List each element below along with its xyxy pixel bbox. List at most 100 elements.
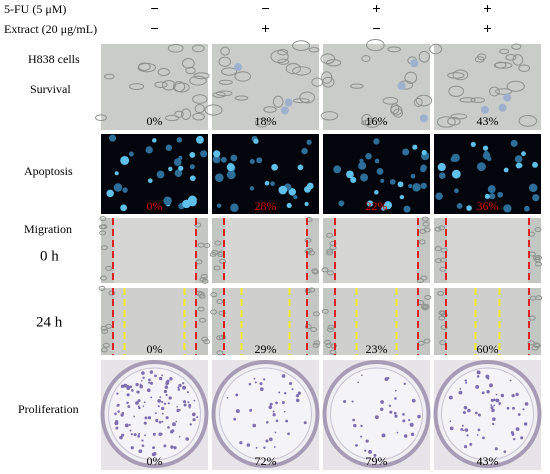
colony: [477, 413, 481, 417]
colony: [393, 411, 397, 415]
nucleus: [270, 181, 275, 187]
colony: [135, 382, 139, 387]
cell: [438, 315, 446, 321]
cell: [310, 327, 318, 333]
stained-cell: [280, 106, 289, 115]
cell: [185, 66, 196, 75]
nucleus: [489, 193, 496, 200]
colony: [506, 406, 510, 410]
cell: [104, 73, 115, 80]
nucleus: [189, 151, 196, 158]
colony: [235, 393, 239, 397]
nucleus: [484, 193, 490, 200]
colony: [154, 412, 157, 415]
cell: [95, 114, 107, 122]
cell: [277, 58, 290, 65]
nucleus: [152, 138, 157, 143]
colony: [142, 405, 145, 408]
cell: [533, 343, 541, 349]
nucleus: [220, 156, 227, 163]
cell: [313, 340, 321, 346]
sign: −: [372, 21, 381, 37]
cell: [204, 104, 223, 116]
colony: [487, 377, 490, 380]
colony: [133, 415, 136, 418]
colony: [252, 423, 257, 428]
nucleus: [147, 178, 153, 184]
colony: [124, 423, 129, 428]
wound-area: [225, 218, 306, 283]
colony: [469, 442, 473, 446]
cell: [439, 266, 447, 272]
cell: [422, 221, 430, 227]
cell: [100, 245, 108, 251]
colony: [482, 436, 485, 440]
colony: [154, 374, 157, 378]
cell: [191, 44, 205, 53]
colony: [490, 398, 494, 402]
colony: [272, 410, 275, 413]
percentage: 22%: [366, 199, 388, 213]
colony: [139, 383, 142, 386]
cell: [533, 257, 541, 263]
percentage: 28%: [255, 199, 277, 213]
nucleus: [365, 153, 372, 160]
colony: [274, 431, 277, 434]
colony: [476, 370, 481, 375]
colony: [475, 385, 480, 389]
colony: [295, 394, 300, 398]
colony: [254, 381, 257, 384]
cell: [326, 250, 334, 256]
colony: [114, 412, 117, 416]
cell: [299, 91, 316, 104]
colony: [495, 398, 500, 403]
cell: [415, 94, 433, 107]
nucleus: [114, 171, 119, 176]
colony: [396, 431, 399, 434]
nucleus: [528, 183, 538, 193]
nucleus: [230, 203, 239, 212]
cell: [197, 306, 205, 312]
cell: [382, 96, 399, 105]
nucleus: [189, 164, 195, 170]
cell: [216, 298, 224, 304]
colony: [449, 420, 452, 423]
cell: [285, 63, 301, 75]
colony: [467, 408, 471, 413]
nucleus: [163, 196, 172, 206]
nucleus: [466, 205, 472, 211]
nucleus: [120, 155, 130, 165]
colony: [278, 391, 281, 394]
nucleus: [249, 186, 255, 191]
cell: [366, 38, 385, 52]
percentage: 16%: [366, 114, 388, 128]
cell: [393, 108, 403, 118]
colony: [295, 398, 300, 403]
sign: −: [150, 21, 159, 37]
cell: [474, 56, 485, 63]
nucleus: [420, 182, 427, 189]
cell: [129, 83, 145, 90]
cell: [165, 114, 180, 122]
cell: [234, 71, 252, 82]
colony: [510, 431, 514, 435]
colony: [474, 411, 478, 415]
cell: [424, 294, 432, 300]
nucleus: [293, 194, 298, 200]
cell: [292, 66, 312, 76]
nucleus: [264, 180, 270, 186]
colony: [116, 404, 119, 407]
nucleus: [532, 161, 538, 168]
colony: [161, 412, 164, 415]
cell: [292, 98, 310, 104]
colony: [402, 413, 405, 416]
cell: [326, 327, 334, 333]
colony: [408, 419, 411, 422]
cell: [210, 309, 218, 315]
colony: [273, 446, 276, 448]
colony: [417, 414, 421, 419]
cell: [167, 43, 184, 53]
colony: [159, 432, 163, 436]
colony: [490, 406, 494, 410]
cell: [437, 290, 445, 296]
